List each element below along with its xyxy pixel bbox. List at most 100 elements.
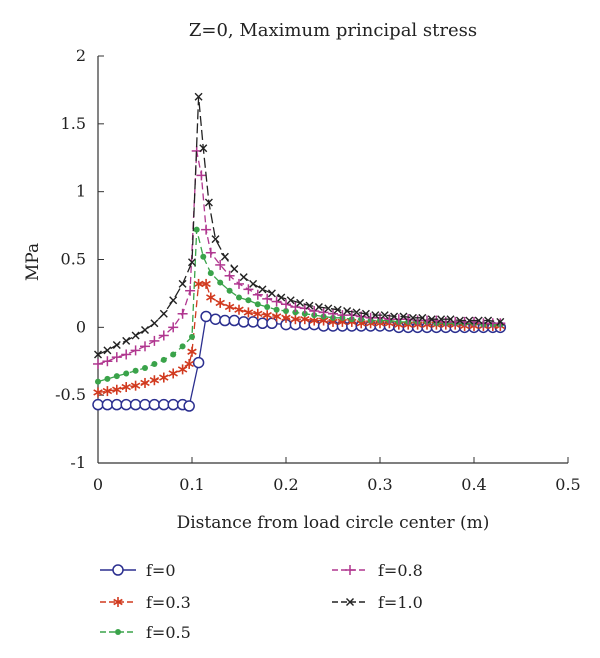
data-point: [352, 308, 361, 317]
data-point: [281, 312, 291, 323]
data-point: [427, 315, 436, 324]
data-point: [123, 370, 130, 377]
data-point: [120, 398, 132, 411]
data-point: [318, 307, 329, 318]
data-point: [286, 296, 295, 305]
data-point: [168, 368, 178, 379]
data-point: [102, 356, 113, 367]
y-tick-label: -0.5: [55, 385, 86, 404]
data-point: [193, 278, 204, 289]
data-point: [496, 317, 505, 326]
data-point: [292, 309, 299, 316]
data-point: [111, 352, 122, 363]
series-line: [97, 283, 501, 394]
data-point: [115, 629, 121, 635]
data-point: [122, 336, 131, 345]
y-axis-label: MPa: [23, 243, 43, 281]
data-point: [101, 398, 114, 411]
chart-title: Z=0, Maximum principal stress: [189, 20, 477, 41]
data-point: [333, 305, 342, 314]
data-point: [104, 375, 111, 382]
data-point: [141, 326, 149, 335]
data-point: [243, 284, 254, 295]
data-point: [159, 372, 169, 383]
data-point: [249, 279, 258, 288]
data-point: [92, 398, 104, 411]
data-point: [184, 358, 194, 369]
data-point: [177, 308, 188, 319]
data-point: [215, 297, 225, 308]
data-point: [314, 302, 323, 311]
data-point: [200, 253, 207, 260]
legend-label: f=0.5: [146, 623, 191, 642]
data-point: [283, 308, 289, 315]
x-tick-label: 0.3: [367, 475, 392, 494]
data-point: [139, 398, 151, 411]
data-point: [167, 398, 179, 411]
data-point: [296, 298, 305, 307]
data-point: [209, 313, 222, 325]
data-point: [267, 289, 276, 298]
data-point: [474, 316, 483, 325]
data-point: [266, 317, 278, 330]
data-point: [194, 92, 203, 101]
x-tick-label: 0.4: [461, 475, 486, 494]
data-point: [95, 378, 101, 385]
data-point: [112, 340, 121, 349]
data-point: [437, 315, 446, 324]
y-tick-label: 1.5: [61, 114, 86, 133]
data-point: [271, 311, 282, 322]
data-point: [170, 351, 177, 358]
data-point: [418, 313, 427, 322]
data-point: [236, 294, 242, 301]
y-tick-label: 0.5: [61, 250, 86, 269]
data-point: [230, 265, 239, 273]
data-point: [168, 322, 179, 333]
series-line: [97, 150, 501, 365]
series-layer: [92, 92, 507, 412]
data-point: [408, 313, 417, 322]
x-tick-label: 0.2: [273, 475, 298, 494]
data-point: [281, 299, 291, 310]
data-point: [254, 301, 261, 308]
data-point: [345, 565, 355, 575]
data-point: [183, 400, 195, 412]
data-point: [204, 198, 213, 207]
data-point: [234, 304, 244, 315]
legend: f=0 f=0.3 f=0.5 f=0.8 f=1.0: [100, 561, 423, 642]
data-point: [252, 289, 263, 300]
data-point: [149, 375, 160, 386]
data-point: [224, 270, 235, 281]
data-point: [93, 358, 103, 369]
data-point: [131, 331, 140, 340]
data-point: [301, 310, 308, 317]
data-point: [324, 304, 333, 313]
legend-entry: f=1.0: [332, 593, 423, 612]
data-point: [277, 293, 286, 302]
data-point: [346, 598, 354, 606]
data-point: [179, 343, 186, 350]
data-point: [192, 356, 205, 369]
data-point: [328, 308, 338, 319]
series-line: [97, 96, 501, 356]
data-point: [343, 307, 352, 316]
x-tick-label: 0.5: [555, 475, 580, 494]
data-point: [256, 317, 269, 330]
data-point: [113, 597, 123, 607]
data-point: [129, 398, 142, 411]
data-point: [201, 224, 212, 235]
data-point: [224, 301, 235, 312]
data-point: [132, 367, 139, 374]
data-point: [199, 144, 208, 153]
data-point: [299, 303, 310, 314]
x-tick-label: 0: [93, 475, 103, 494]
data-point: [196, 170, 207, 181]
data-point: [189, 333, 195, 340]
data-point: [103, 346, 112, 355]
data-point: [113, 373, 120, 380]
data-point: [140, 377, 150, 388]
data-point: [258, 285, 267, 294]
data-point: [142, 365, 148, 372]
data-point: [93, 387, 103, 398]
data-point: [94, 350, 102, 359]
